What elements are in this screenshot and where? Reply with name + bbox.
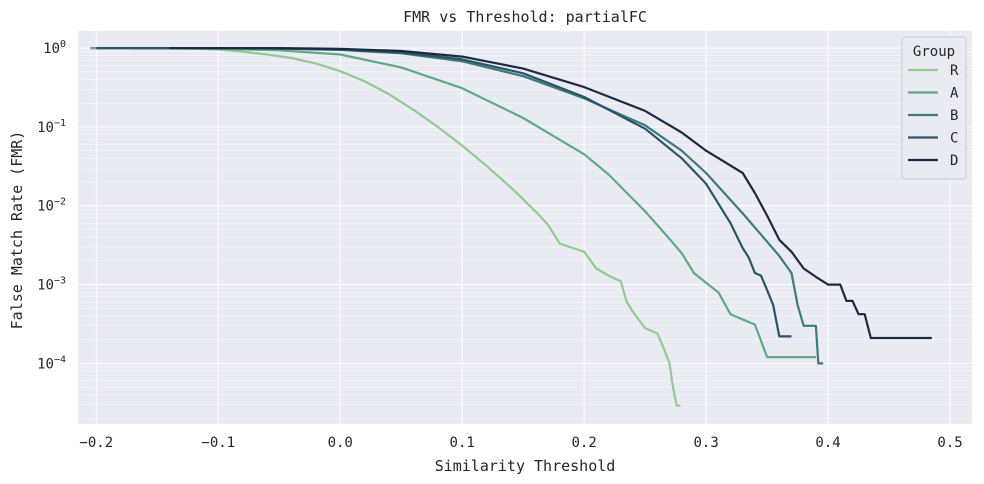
y-tick-base: 10 <box>37 199 54 215</box>
x-tick-label: 0.3 <box>693 435 718 451</box>
legend-label: B <box>950 108 958 124</box>
x-tick-label: 0.1 <box>450 435 475 451</box>
plot-area <box>78 31 972 424</box>
x-tick-label: 0.0 <box>328 435 353 451</box>
x-tick-label: 0.5 <box>937 435 962 451</box>
y-tick-base: 10 <box>37 120 54 136</box>
y-tick-label: −210 <box>37 197 66 215</box>
x-tick-label: 0.4 <box>815 435 840 451</box>
legend-title: Group <box>913 44 955 60</box>
y-tick-label: −410 <box>37 354 66 372</box>
series-line-R <box>90 47 681 407</box>
legend-label: D <box>950 153 958 169</box>
legend-label: C <box>950 131 958 147</box>
legend-box <box>901 36 967 180</box>
x-axis-ticks: −0.2 −0.1 0.0 0.1 0.2 0.3 0.4 0.5 <box>79 435 962 451</box>
chart-title: FMR vs Threshold: partialFC <box>403 8 647 26</box>
series-layer <box>90 47 932 407</box>
y-tick-base: 10 <box>37 356 54 372</box>
y-tick-exponent: −3 <box>54 276 66 287</box>
y-tick-exponent: −1 <box>54 118 66 129</box>
y-tick-label: −110 <box>37 118 66 136</box>
legend-entry-A: A <box>908 86 959 102</box>
y-tick-exponent: 0 <box>60 39 66 50</box>
legend-entry-R: R <box>908 63 959 79</box>
x-axis-label: Similarity Threshold <box>435 457 616 475</box>
legend-entry-D: D <box>908 153 958 169</box>
legend-entry-B: B <box>908 108 958 124</box>
y-tick-exponent: −4 <box>54 354 66 365</box>
y-tick-base: 10 <box>37 278 54 294</box>
legend-entry-C: C <box>908 131 958 147</box>
x-tick-label: −0.2 <box>79 435 113 451</box>
y-tick-label: 010 <box>43 39 66 57</box>
series-line-A <box>90 47 816 359</box>
legend-label: A <box>950 86 959 102</box>
y-tick-exponent: −2 <box>54 197 66 208</box>
y-tick-label: −310 <box>37 276 66 294</box>
legend-label: R <box>950 63 959 79</box>
y-axis-ticks: 010−110−210−310−410 <box>37 39 66 372</box>
y-axis-label: False Match Rate (FMR) <box>8 131 26 330</box>
x-tick-label: 0.2 <box>572 435 597 451</box>
y-tick-base: 10 <box>43 41 60 57</box>
series-line-D <box>169 47 932 340</box>
x-tick-label: −0.1 <box>201 435 235 451</box>
